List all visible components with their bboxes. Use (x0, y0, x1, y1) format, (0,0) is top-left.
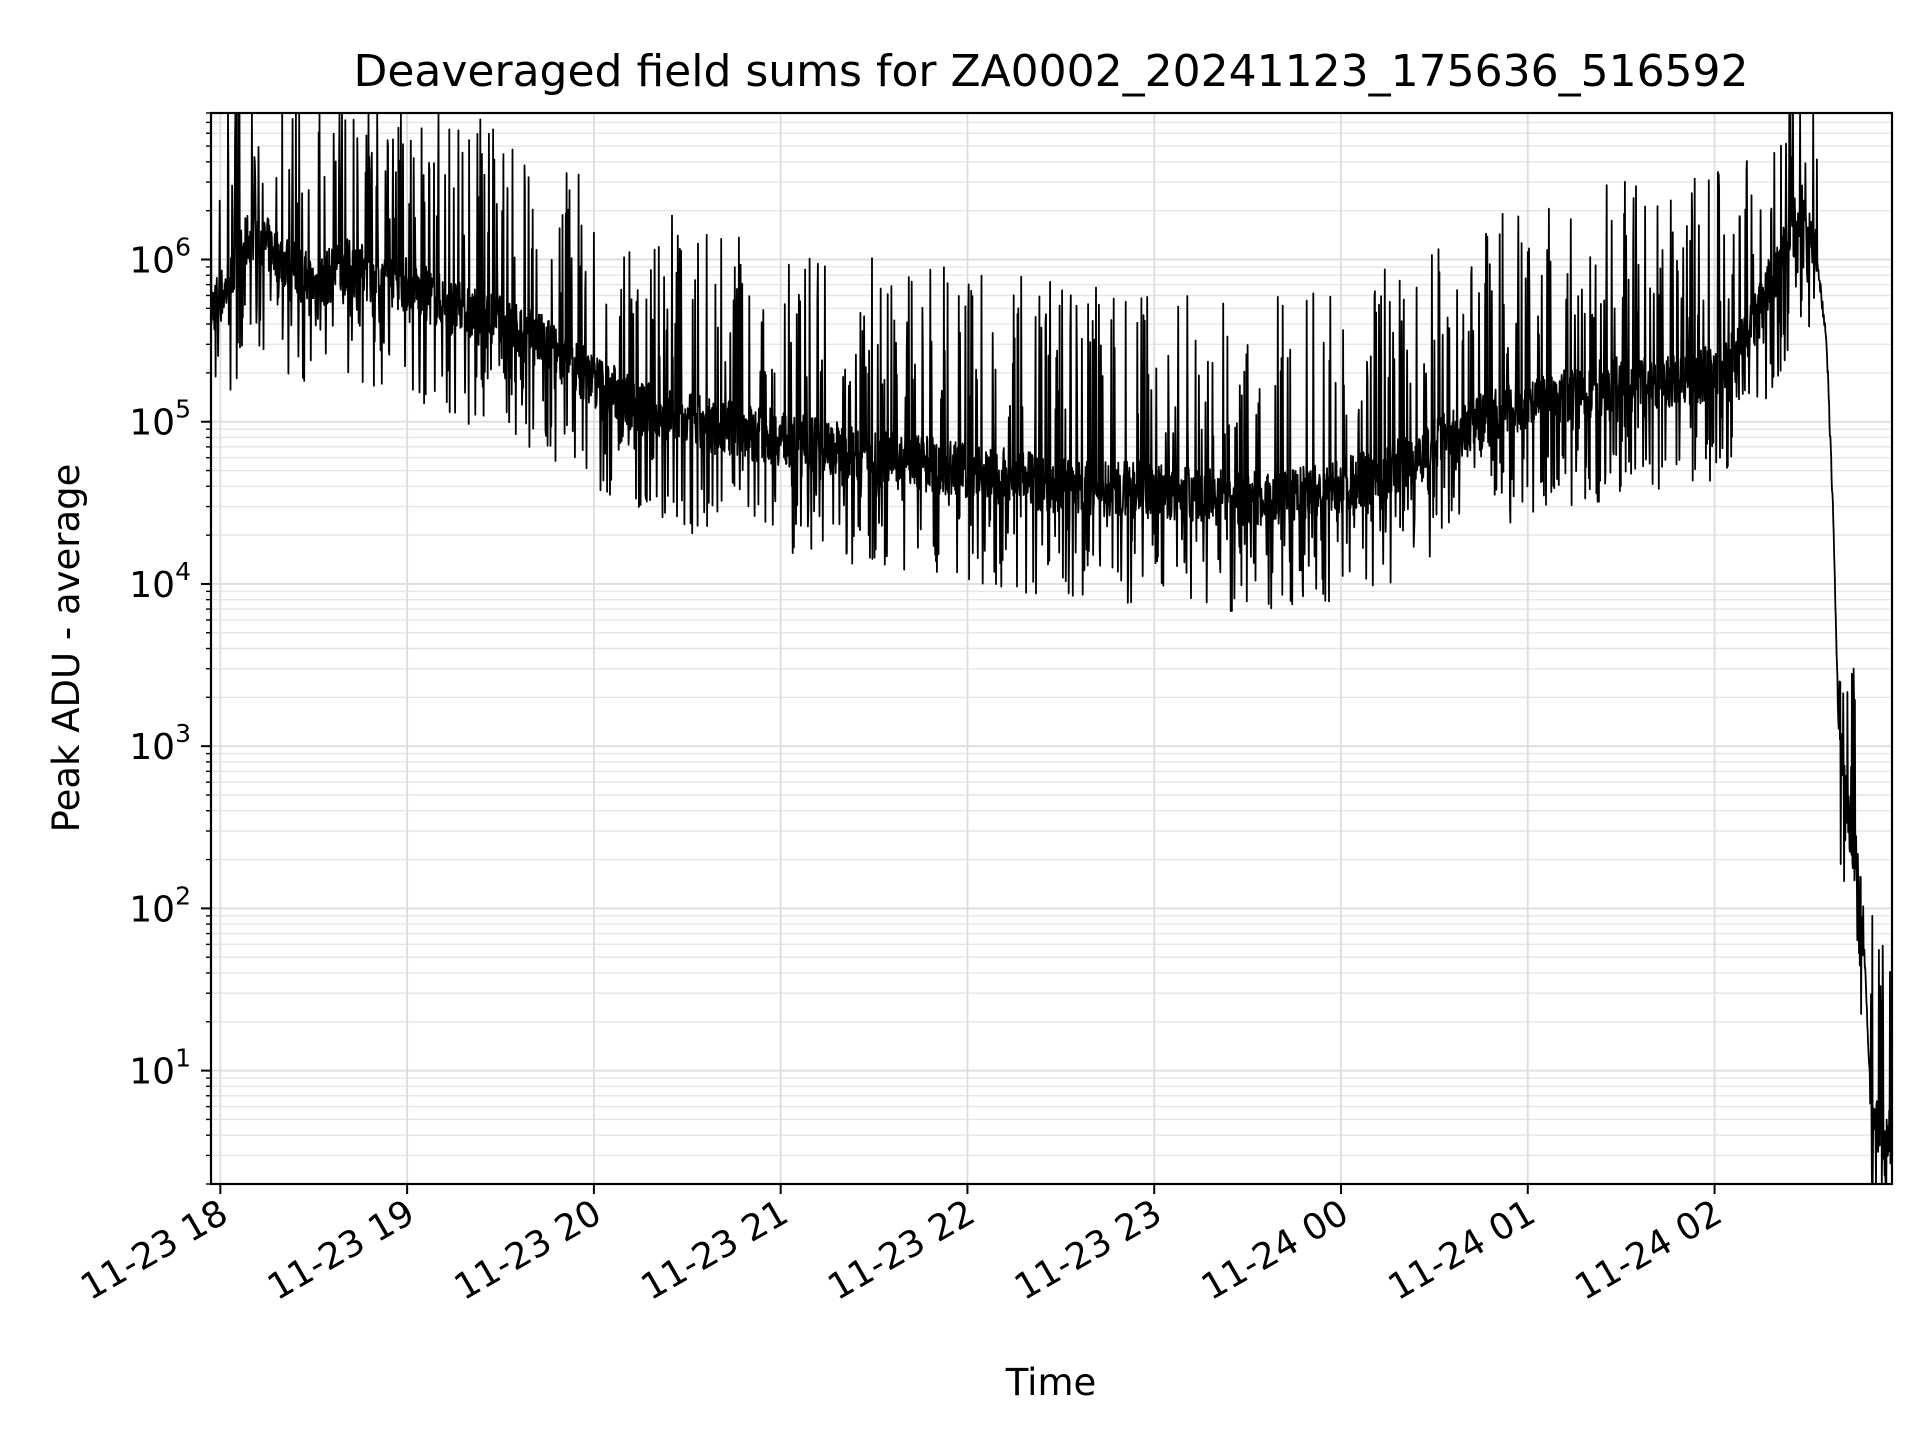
x-tick-label: 11-24 00 (1195, 1192, 1356, 1308)
y-tick-label: 104 (129, 557, 191, 606)
x-tick-label: 11-23 23 (1008, 1192, 1169, 1308)
y-tick-label: 103 (129, 719, 191, 768)
chart-title: Deaveraged field sums for ZA0002_2024112… (353, 46, 1748, 97)
y-axis-ticks: 101 102 103 104 105 106 (129, 112, 211, 1185)
x-tick-label: 11-23 20 (448, 1192, 609, 1308)
x-axis-label: Time (1005, 1361, 1097, 1404)
x-tick-label: 11-23 19 (261, 1192, 422, 1308)
x-tick-label: 11-24 02 (1568, 1192, 1729, 1308)
x-tick-label: 11-23 22 (821, 1192, 982, 1308)
x-tick-label: 11-24 01 (1382, 1192, 1543, 1308)
y-tick-label: 102 (129, 881, 191, 930)
y-tick-label: 106 (129, 233, 191, 282)
y-tick-label: 101 (129, 1044, 191, 1093)
x-tick-label: 11-23 21 (634, 1192, 795, 1308)
y-axis-label: Peak ADU - average (45, 464, 88, 833)
x-tick-label: 11-23 18 (74, 1192, 235, 1308)
series-line (210, 112, 1893, 1185)
y-tick-label: 105 (129, 395, 191, 444)
x-axis-ticks: 11-23 18 11-23 19 11-23 20 11-23 21 11-23 22… (74, 1184, 1729, 1309)
